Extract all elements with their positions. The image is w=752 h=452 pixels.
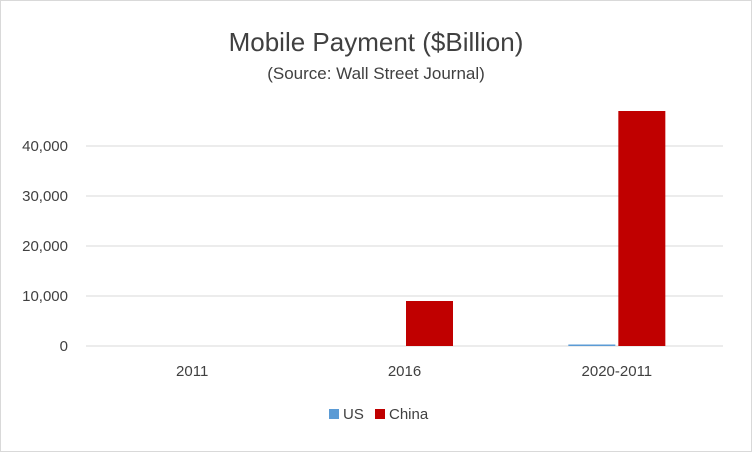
x-tick-label: 2016 (388, 363, 421, 380)
chart-subtitle: (Source: Wall Street Journal) (267, 64, 485, 83)
x-tick-label: 2020-2011 (582, 363, 653, 380)
chart-title: Mobile Payment ($Billion) (229, 27, 524, 57)
bars (406, 111, 666, 346)
y-tick-label: 20,000 (22, 238, 68, 255)
y-tick-label: 30,000 (22, 188, 68, 205)
y-axis: 0 10,000 20,000 30,000 40,000 (22, 138, 68, 355)
bar-china-2016 (406, 301, 453, 346)
legend-label-china: China (389, 406, 429, 423)
bar-china-2020-2011 (618, 111, 666, 346)
y-tick-label: 40,000 (22, 138, 68, 155)
x-axis: 2011 2016 2020-2011 (176, 363, 652, 380)
legend-swatch-us (329, 409, 339, 419)
legend-swatch-china (375, 409, 385, 419)
y-tick-label: 0 (60, 338, 68, 355)
bar-us-2020-2011 (568, 344, 616, 346)
legend-label-us: US (343, 406, 364, 423)
legend: US China (329, 406, 429, 423)
y-tick-label: 10,000 (22, 288, 68, 305)
gridlines (86, 145, 723, 347)
x-tick-label: 2011 (176, 363, 208, 380)
